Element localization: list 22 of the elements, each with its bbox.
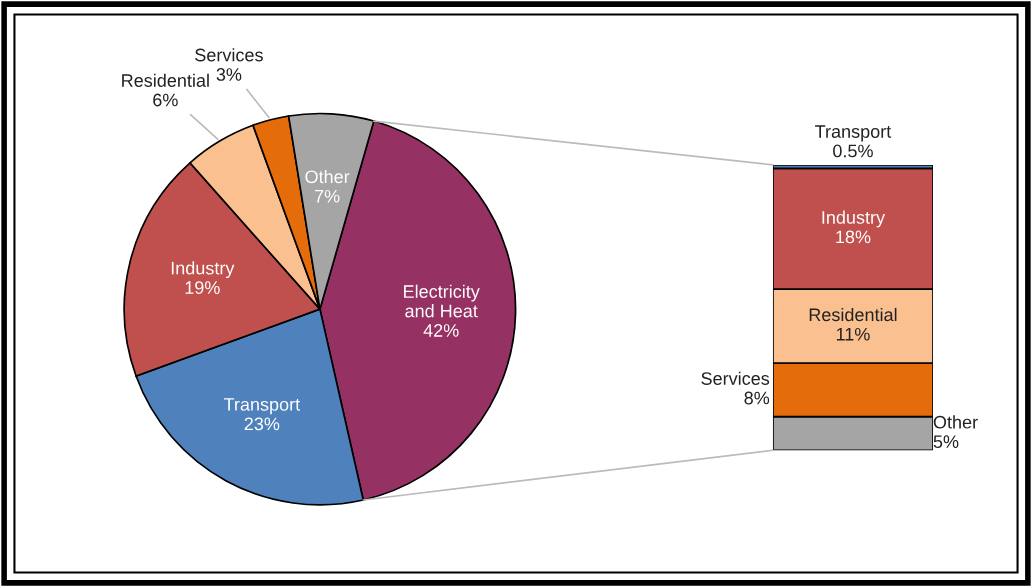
data-label: 11% <box>836 327 870 341</box>
series-label: Other <box>933 415 978 429</box>
series-label: Services <box>701 371 770 385</box>
data-label: 23% <box>244 417 280 431</box>
slice-label: Electricity and Heat <box>404 284 480 318</box>
slice-label: Other <box>305 169 350 184</box>
data-label: 19% <box>185 281 220 294</box>
data-label: 5% <box>933 435 959 449</box>
data-label: 42% <box>423 324 459 337</box>
data-label: 7% <box>314 189 340 203</box>
series-label: Transport <box>815 125 892 142</box>
data-label: 8% <box>744 391 770 405</box>
slice-label: Industry <box>171 261 235 279</box>
slice-label: Services <box>195 48 263 62</box>
slice-label: Transport <box>223 398 301 415</box>
data-label: 6% <box>153 93 178 107</box>
data-label: 3% <box>216 68 242 81</box>
data-label: 18% <box>836 230 871 244</box>
data-label: 0.5% <box>833 144 873 158</box>
slice-label: Residential <box>122 73 209 87</box>
series-label: Residential <box>809 307 897 322</box>
series-label: Industry <box>822 210 886 228</box>
